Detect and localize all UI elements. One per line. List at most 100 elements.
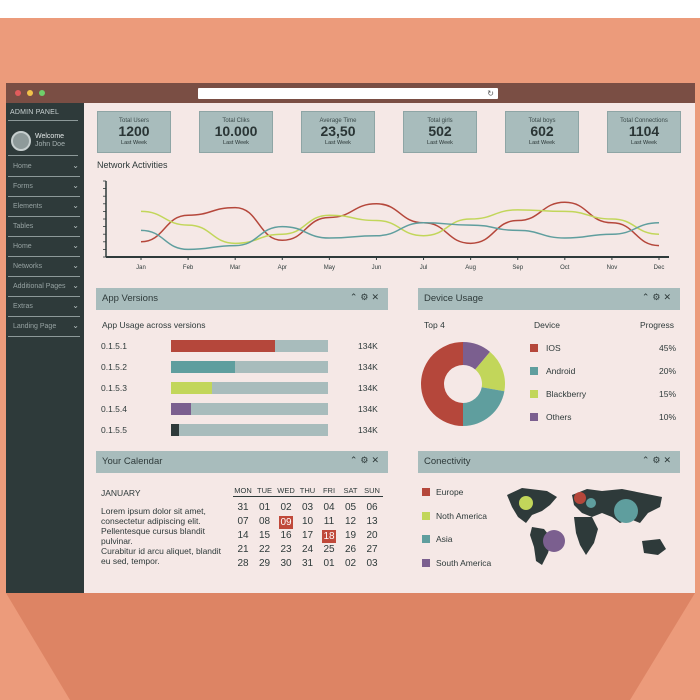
gear-icon[interactable]: ⚙ [652, 292, 664, 302]
calendar-note-2: Curabitur id arcu aliquet, blandit eu se… [101, 546, 222, 566]
region-label: Noth America [436, 510, 488, 521]
calendar-day[interactable]: 22 [258, 544, 271, 555]
series-line-0 [140, 201, 660, 247]
version-bar-track [171, 361, 328, 373]
gear-icon[interactable]: ⚙ [652, 455, 664, 465]
sidebar-item[interactable]: Networks ⌄ [8, 258, 80, 277]
version-count: 134K [358, 341, 378, 351]
calendar-day[interactable]: 03 [366, 558, 378, 569]
calendar-day[interactable]: 04 [323, 502, 335, 513]
calendar-day[interactable]: 09 [279, 516, 293, 529]
sidebar-item[interactable]: Home ⌄ [8, 238, 80, 257]
calendar-day[interactable]: 27 [366, 544, 378, 555]
calendar-day[interactable]: 03 [301, 502, 314, 513]
calendar-day[interactable]: 31 [237, 502, 249, 513]
calendar-day[interactable]: 01 [258, 502, 271, 513]
collapse-icon[interactable]: ⌃ [349, 292, 361, 302]
version-bar-track [171, 340, 328, 352]
stat-card: Total Cliks 10.000 Last Week [199, 111, 273, 153]
sidebar-item[interactable]: Landing Page ⌄ [8, 318, 80, 337]
calendar-day[interactable]: 18 [322, 530, 336, 543]
version-bar-fill [171, 361, 236, 373]
sidebar-item[interactable]: Extras ⌄ [8, 298, 80, 317]
sidebar-item[interactable]: Forms ⌄ [8, 178, 80, 197]
calendar-day[interactable]: 10 [301, 516, 314, 527]
connectivity-header: Conectivity ⌃⚙✕ [418, 451, 680, 473]
stat-label: Total girls [427, 118, 453, 124]
version-label: 0.1.5.1 [101, 341, 127, 351]
x-tick-label: Mar [230, 265, 240, 271]
sidebar-item[interactable]: Additional Pages ⌄ [8, 278, 80, 297]
calendar-day[interactable]: 21 [237, 544, 249, 555]
sidebar-item[interactable]: Tables ⌄ [8, 218, 80, 237]
stat-label: Total Connections [620, 118, 668, 124]
close-icon[interactable]: ✕ [663, 455, 674, 465]
calendar-day[interactable]: 17 [301, 530, 314, 541]
calendar-day[interactable]: 24 [301, 544, 314, 555]
sidebar-item-label: Tables [13, 223, 34, 230]
collapse-icon[interactable]: ⌃ [349, 455, 361, 465]
calendar-day[interactable]: 19 [344, 530, 357, 541]
calendar-day[interactable]: 14 [237, 530, 249, 541]
avatar[interactable] [11, 131, 31, 151]
panel-controls: ⌃⚙✕ [350, 455, 382, 466]
calendar-day[interactable]: 13 [366, 516, 378, 527]
calendar-day[interactable]: 01 [323, 558, 335, 569]
x-tick-label: Jan [136, 265, 146, 271]
version-bar-track [171, 403, 328, 415]
donut-slice-blackberry [475, 351, 505, 392]
calendar-day[interactable]: 20 [366, 530, 378, 541]
version-bar-track [171, 382, 328, 394]
calendar-day[interactable]: 11 [323, 516, 335, 527]
stat-sub: Last Week [223, 140, 249, 146]
calendar-day[interactable]: 06 [366, 502, 378, 513]
stat-label: Average Time [319, 118, 357, 124]
device-name: IOS [546, 343, 561, 353]
calendar-day[interactable]: 31 [301, 558, 314, 569]
version-count: 134K [358, 362, 378, 372]
device-col-label: Device [534, 320, 560, 330]
calendar-day[interactable]: 16 [280, 530, 292, 541]
close-icon[interactable]: ✕ [663, 292, 674, 302]
calendar-day[interactable]: 30 [280, 558, 292, 569]
address-bar[interactable]: ↻ [198, 88, 498, 99]
version-label: 0.1.5.4 [101, 404, 127, 414]
gear-icon[interactable]: ⚙ [360, 455, 372, 465]
stat-value: 1104 [628, 123, 660, 139]
calendar-day[interactable]: 02 [344, 558, 357, 569]
reload-icon[interactable]: ↻ [487, 89, 494, 98]
world-map-icon [507, 488, 666, 565]
calendar-day[interactable]: 25 [323, 544, 335, 555]
weekday-label: SAT [343, 486, 358, 495]
sidebar-item-label: Additional Pages [13, 283, 66, 290]
calendar-day[interactable]: 08 [258, 516, 271, 527]
close-icon[interactable]: ✕ [371, 455, 382, 465]
stat-card: Total Connections 1104 Last Week [607, 111, 681, 153]
calendar-day[interactable]: 02 [280, 502, 292, 513]
gear-icon[interactable]: ⚙ [360, 292, 372, 302]
maximize-dot-icon[interactable] [39, 90, 45, 96]
browser-window: ↻ ADMIN PANEL Welcome John Doe Home ⌄ Form… [6, 83, 695, 593]
calendar-day[interactable]: 29 [258, 558, 271, 569]
welcome-text: Welcome John Doe [35, 133, 65, 149]
sidebar-item-label: Home [13, 163, 32, 170]
close-dot-icon[interactable] [15, 90, 21, 96]
calendar-day[interactable]: 05 [344, 502, 357, 513]
close-icon[interactable]: ✕ [371, 292, 382, 302]
stat-value: 10.000 [214, 123, 258, 139]
asia-small-marker [586, 498, 596, 508]
calendar-day[interactable]: 12 [344, 516, 357, 527]
calendar-day[interactable]: 07 [237, 516, 249, 527]
calendar-day[interactable]: 23 [280, 544, 292, 555]
collapse-icon[interactable]: ⌃ [641, 292, 653, 302]
version-bar-fill [171, 382, 212, 394]
sidebar-item[interactable]: Home ⌄ [8, 158, 80, 177]
sidebar-item[interactable]: Elements ⌄ [8, 198, 80, 217]
sidebar-item-label: Home [13, 243, 32, 250]
calendar-day[interactable]: 26 [344, 544, 357, 555]
legend-swatch [530, 390, 538, 398]
calendar-day[interactable]: 28 [237, 558, 249, 569]
calendar-day[interactable]: 15 [258, 530, 271, 541]
minimize-dot-icon[interactable] [27, 90, 33, 96]
collapse-icon[interactable]: ⌃ [641, 455, 653, 465]
